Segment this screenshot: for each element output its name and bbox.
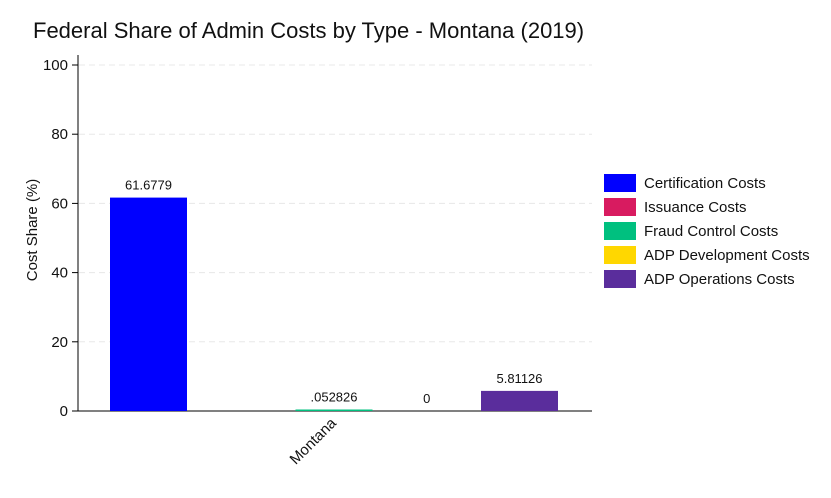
- axes: 0 20 40 60 80 100: [43, 55, 592, 420]
- data-label: 61.6779: [125, 178, 172, 193]
- data-label: 0: [423, 391, 430, 406]
- x-tick-label: Montana: [287, 414, 341, 468]
- legend-item: ADP Development Costs: [604, 243, 810, 267]
- chart-title: Federal Share of Admin Costs by Type - M…: [33, 18, 585, 43]
- legend-swatch: [604, 222, 636, 240]
- y-tick-label: 0: [60, 403, 68, 420]
- data-label: 5.81126: [496, 371, 542, 386]
- legend: Certification Costs Issuance Costs Fraud C…: [604, 171, 810, 291]
- bars: [110, 197, 558, 411]
- legend-label: ADP Development Costs: [644, 246, 810, 264]
- y-axis-label: Cost Share (%): [24, 179, 41, 282]
- data-label: .052826: [311, 390, 358, 405]
- legend-swatch: [604, 174, 636, 192]
- legend-label: Certification Costs: [644, 174, 766, 192]
- legend-item: Fraud Control Costs: [604, 219, 810, 243]
- legend-swatch: [604, 246, 636, 264]
- y-tick-label: 60: [51, 195, 68, 212]
- bar-certification-costs: [110, 197, 187, 411]
- legend-label: Issuance Costs: [644, 198, 747, 216]
- bar-fraud-control-costs: [295, 409, 373, 411]
- legend-item: ADP Operations Costs: [604, 267, 810, 291]
- y-tick-label: 40: [51, 265, 68, 282]
- legend-swatch: [604, 198, 636, 216]
- data-labels: 61.6779 .052826 0 5.81126: [125, 178, 543, 406]
- y-tick-label: 80: [51, 126, 68, 143]
- legend-swatch: [604, 270, 636, 288]
- bar-adp-operations-costs: [481, 390, 558, 411]
- y-tick-label: 100: [43, 57, 68, 74]
- legend-label: Fraud Control Costs: [644, 222, 779, 240]
- legend-label: ADP Operations Costs: [644, 270, 795, 288]
- legend-item: Issuance Costs: [604, 195, 810, 219]
- legend-item: Certification Costs: [604, 171, 810, 195]
- y-tick-label: 20: [51, 334, 68, 351]
